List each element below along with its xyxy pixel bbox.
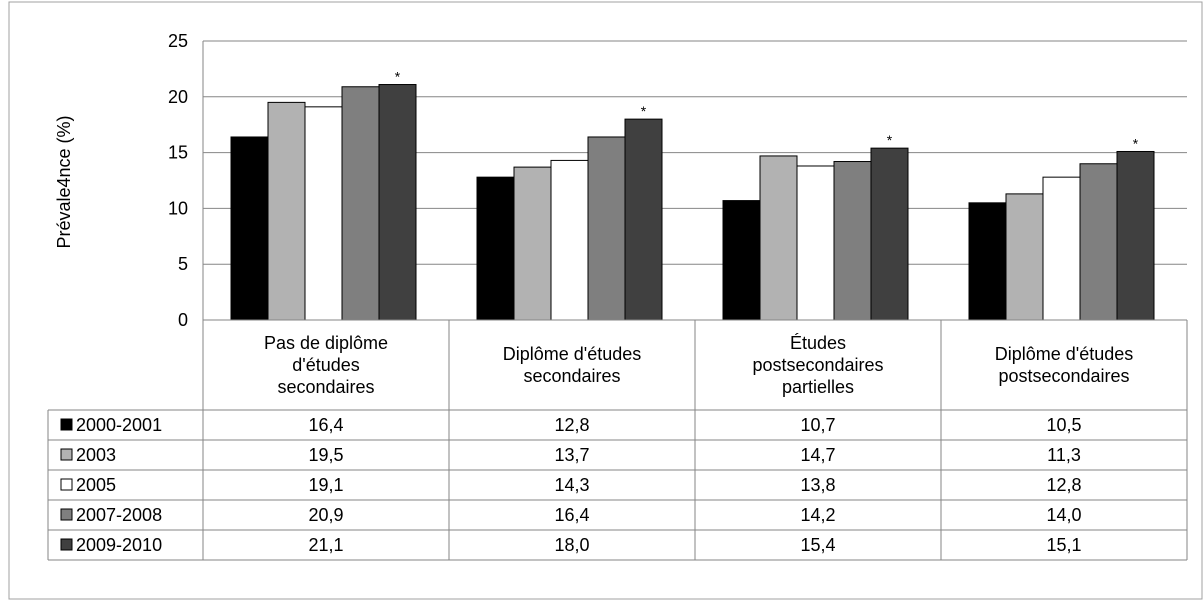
legend-label: 2007-2008	[76, 505, 162, 525]
significance-marker: *	[887, 132, 893, 148]
significance-marker: *	[1133, 135, 1139, 151]
bar	[1116, 150, 1155, 321]
bar	[759, 155, 798, 321]
data-value-label: 12,8	[554, 415, 589, 435]
bar	[341, 86, 380, 321]
data-value-label: 18,0	[554, 535, 589, 555]
data-value-label: 13,7	[554, 445, 589, 465]
bar	[267, 101, 306, 321]
legend-label: 2000-2001	[76, 415, 162, 435]
data-value-label: 14,0	[1046, 505, 1081, 525]
legend-swatch	[60, 418, 73, 431]
data-value-label: 13,8	[800, 475, 835, 495]
y-axis-label: Prévale4nce (%)	[54, 115, 74, 248]
data-value-label: 11,3	[1047, 445, 1081, 465]
significance-marker: *	[641, 103, 647, 119]
bar	[1005, 193, 1044, 321]
data-value-label: 16,4	[308, 415, 343, 435]
data-value-label: 20,9	[308, 505, 343, 525]
legend-swatch	[60, 538, 73, 551]
category-label: Études postsecondaires partielles	[752, 333, 883, 397]
bar	[722, 200, 761, 321]
bars: * * * *	[230, 69, 1155, 321]
bar	[1079, 163, 1118, 321]
bar	[968, 202, 1007, 321]
data-value-label: 21,1	[308, 535, 343, 555]
legend-swatch	[60, 448, 73, 461]
category-label: Diplôme d'études secondaires	[503, 344, 642, 386]
bar	[230, 136, 269, 321]
category-label: Diplôme d'études postsecondaires	[995, 344, 1134, 386]
data-value-label: 14,3	[554, 475, 589, 495]
bar	[870, 147, 909, 321]
significance-marker: *	[395, 69, 401, 85]
data-value-label: 12,8	[1046, 475, 1081, 495]
data-value-label: 10,7	[800, 415, 835, 435]
bar	[624, 118, 663, 321]
bar	[513, 166, 552, 321]
legend-label: 2009-2010	[76, 535, 162, 555]
y-tick-label: 25	[168, 31, 188, 51]
bar	[796, 165, 835, 321]
y-tick-label: 10	[168, 198, 188, 218]
legend-label: 2005	[76, 475, 116, 495]
y-tick-label: 0	[178, 310, 188, 330]
bar	[304, 106, 343, 321]
data-value-label: 15,4	[800, 535, 835, 555]
bar	[378, 84, 417, 321]
y-tick-label: 5	[178, 254, 188, 274]
bar	[833, 161, 872, 321]
data-value-label: 14,2	[800, 505, 835, 525]
data-value-label: 14,7	[800, 445, 835, 465]
y-tick-label: 20	[168, 87, 188, 107]
bar	[550, 159, 589, 321]
data-value-label: 15,1	[1046, 535, 1081, 555]
bar	[1042, 176, 1081, 321]
bar	[476, 176, 515, 321]
data-value-label: 19,1	[308, 475, 343, 495]
data-value-label: 10,5	[1046, 415, 1081, 435]
y-tick-label: 15	[168, 143, 188, 163]
legend-label: 2003	[76, 445, 116, 465]
data-table: Pas de diplôme d'études secondaires Diplôme…	[47, 320, 1188, 561]
legend-swatch	[60, 508, 73, 521]
data-value-label: 19,5	[308, 445, 343, 465]
bar	[587, 136, 626, 321]
category-label: Pas de diplôme d'études secondaires	[264, 333, 388, 397]
data-value-label: 16,4	[554, 505, 589, 525]
legend-swatch	[60, 478, 73, 491]
